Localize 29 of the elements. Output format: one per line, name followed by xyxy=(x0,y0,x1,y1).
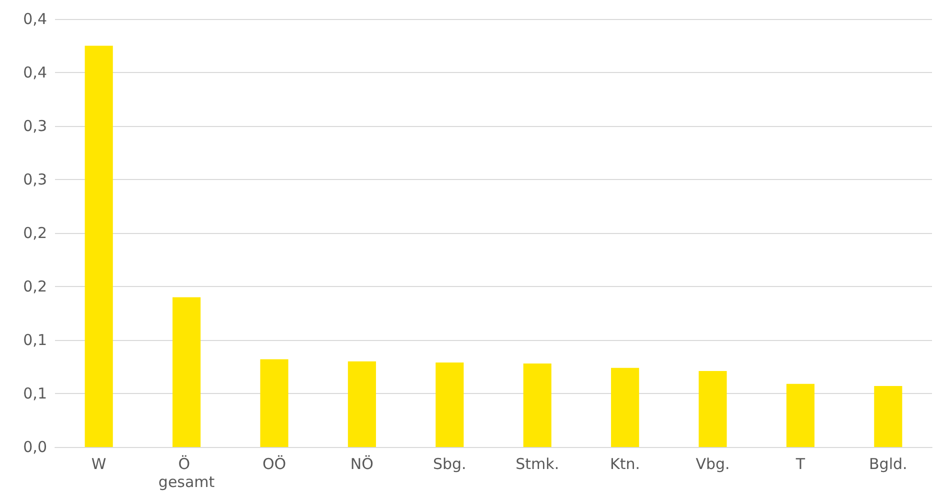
y-tick-label: 0,3 xyxy=(23,117,47,135)
y-tick-label: 0,1 xyxy=(23,331,47,349)
bar xyxy=(611,368,640,447)
x-tick-label: W xyxy=(91,455,106,473)
y-tick-label: 0,2 xyxy=(23,224,47,242)
bar xyxy=(84,46,113,447)
y-tick-label: 0,4 xyxy=(23,10,47,28)
bar xyxy=(874,386,902,447)
bar xyxy=(523,364,552,447)
x-tick-label: NÖ xyxy=(350,455,374,473)
bar xyxy=(172,297,201,447)
x-tick-label: Vbg. xyxy=(696,455,730,473)
y-tick-label: 0,2 xyxy=(23,278,47,296)
bar xyxy=(436,362,464,447)
y-tick-label: 0,4 xyxy=(23,64,47,82)
x-tick-label: Bgld. xyxy=(869,455,908,473)
x-tick-label: OÖ xyxy=(262,455,286,473)
bar xyxy=(260,359,288,447)
x-tick-label: Sbg. xyxy=(432,455,466,473)
x-tick-label: Ktn. xyxy=(610,455,640,473)
bar xyxy=(348,361,376,447)
y-tick-label: 0,1 xyxy=(23,384,47,402)
y-tick-label: 0,0 xyxy=(23,438,47,456)
y-tick-label: 0,3 xyxy=(23,170,47,188)
bar xyxy=(786,384,814,447)
x-tick-label: T xyxy=(794,455,806,473)
bar xyxy=(698,371,727,447)
x-tick-label: Stmk. xyxy=(516,455,560,473)
x-tick-label: Ö gesamt xyxy=(158,455,215,491)
